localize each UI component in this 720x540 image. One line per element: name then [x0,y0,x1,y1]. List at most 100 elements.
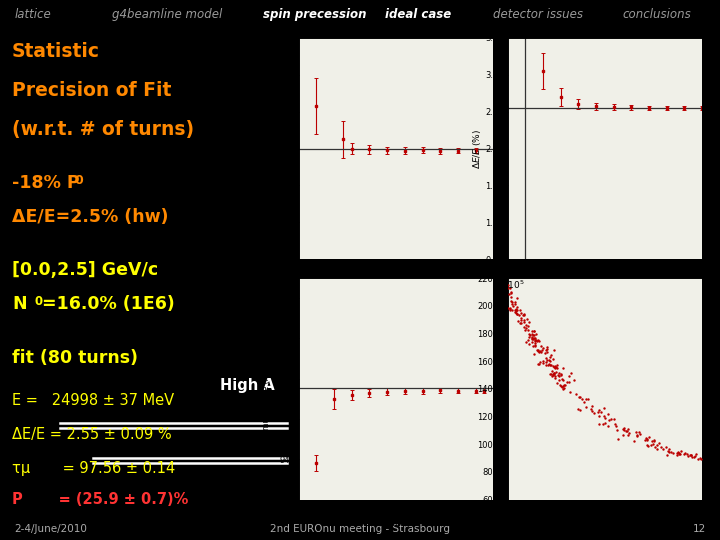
Point [578,398,590,407]
Point [552,363,563,372]
Text: $\times 10^5$: $\times 10^5$ [500,279,525,291]
Text: τμ       = 97.56 ± 0.14: τμ = 97.56 ± 0.14 [12,461,175,476]
Point [549,370,560,379]
Point [531,336,542,345]
Point [678,450,690,458]
Point [505,293,517,301]
Point [558,380,570,389]
Point [588,409,600,417]
Point [664,444,675,453]
Point [511,306,523,314]
Text: ΔE/E=2.5% (hw): ΔE/E=2.5% (hw) [12,208,168,226]
Point [674,450,685,458]
Point [663,448,675,457]
Point [505,297,516,306]
Text: detector issues: detector issues [493,8,583,22]
Point [547,361,559,370]
Text: Precision of Fit: Precision of Fit [12,81,171,100]
Point [546,372,558,381]
Point [611,422,622,430]
Point [553,372,564,381]
Point [512,294,523,302]
Point [642,435,653,444]
Point [557,382,569,390]
Point [575,393,586,401]
Point [554,375,565,384]
Point [617,430,629,439]
Text: E =   24998 ± 37 MeV: E = 24998 ± 37 MeV [12,393,174,408]
Point [503,289,515,298]
Point [530,329,541,338]
Point [513,310,525,319]
Point [549,372,561,380]
Point [504,306,516,314]
Point [531,346,542,354]
Text: N: N [12,295,27,313]
Point [657,444,669,453]
X-axis label: turn: turn [387,519,405,528]
Point [673,449,685,457]
Point [539,349,550,357]
Text: (w.r.t. # of turns): (w.r.t. # of turns) [12,120,194,139]
Point [540,345,552,354]
Point [537,359,549,367]
Point [696,454,707,463]
Point [582,394,593,403]
Point [526,334,538,343]
Point [549,369,560,377]
Point [554,381,566,389]
Point [529,337,541,346]
Point [623,431,634,440]
Point [520,323,531,332]
Point [618,423,630,432]
Point [684,450,696,459]
Point [649,442,661,451]
Point [504,284,516,292]
Point [532,359,544,368]
Point [642,442,654,450]
Point [549,364,560,373]
Point [682,450,693,458]
Point [598,404,609,413]
Point [528,327,539,335]
Point [510,307,522,315]
Point [612,435,624,443]
Point [621,426,633,435]
Point [529,342,541,350]
Point [549,346,560,354]
Point [564,387,576,396]
Point [665,447,677,456]
Y-axis label: mu-lifetime (n. turns): mu-lifetime (n. turns) [262,348,271,430]
Point [544,361,556,369]
Point [552,370,563,379]
Point [555,370,567,379]
Point [646,436,657,445]
Point [550,374,562,382]
Point [534,347,546,355]
Point [634,429,646,438]
Point [515,314,526,322]
Point [598,411,609,420]
X-axis label: turn: turn [387,279,405,288]
Point [564,372,575,381]
Point [565,369,577,377]
Point [526,326,538,335]
Point [630,428,642,436]
Point [682,452,693,461]
Point [595,408,607,416]
Point [523,333,535,341]
Point [549,369,560,377]
Point [529,341,541,349]
Point [602,422,613,430]
Point [529,335,541,344]
Point [633,427,644,436]
Point [685,451,697,460]
Text: ideal case: ideal case [385,8,451,22]
Point [509,298,521,307]
Point [577,395,588,403]
Text: P       = (25.9 ± 0.7)%: P = (25.9 ± 0.7)% [12,492,189,507]
Point [585,404,596,413]
Point [551,368,562,376]
Point [502,303,513,312]
Point [641,434,652,442]
